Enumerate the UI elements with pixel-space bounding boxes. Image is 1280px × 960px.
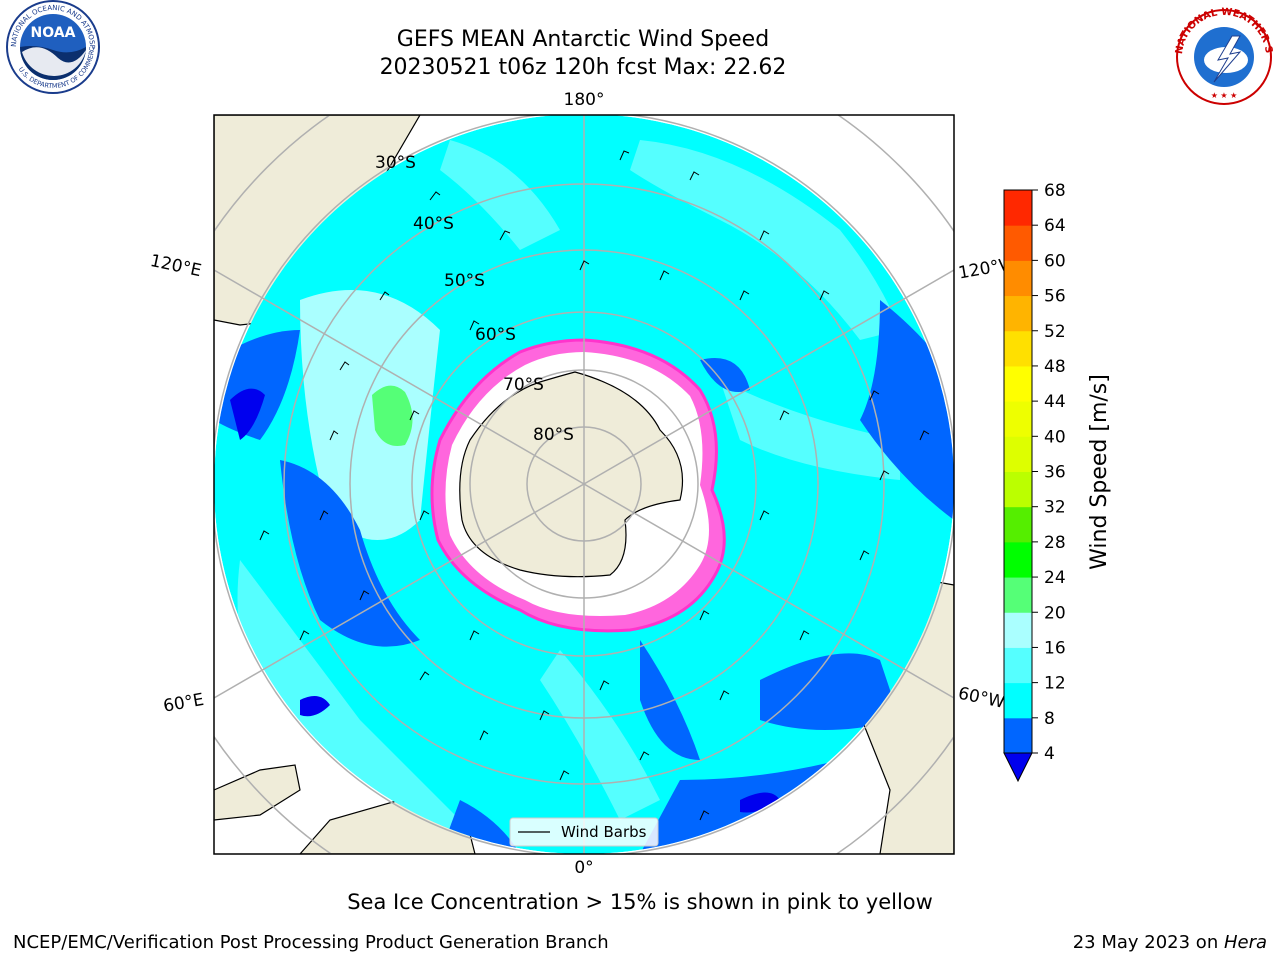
colorbar-tick-label: 52 bbox=[1044, 322, 1066, 342]
colorbar-segment bbox=[1004, 401, 1032, 437]
colorbar-tick-label: 64 bbox=[1044, 216, 1066, 236]
lon-label-120e: 120°E bbox=[148, 251, 203, 281]
wind-barbs-legend: Wind Barbs bbox=[509, 817, 659, 847]
colorbar-segment bbox=[1004, 330, 1032, 367]
lon-label-60e: 60°E bbox=[162, 690, 206, 717]
colorbar-tick-label: 68 bbox=[1044, 181, 1066, 201]
footer-host: Hera bbox=[1223, 932, 1267, 953]
colorbar-segment bbox=[1004, 717, 1032, 754]
colorbar-segment bbox=[1004, 225, 1032, 261]
graticule bbox=[214, 115, 954, 854]
legend-label: Wind Barbs bbox=[561, 823, 647, 841]
svg-text:★ ★ ★: ★ ★ ★ bbox=[1211, 91, 1238, 100]
colorbar-segment bbox=[1004, 436, 1032, 472]
colorbar-tick-label: 56 bbox=[1044, 287, 1066, 307]
title-line-2: 20230521 t06z 120h fcst Max: 22.62 bbox=[379, 55, 787, 80]
colorbar-segment bbox=[1004, 506, 1032, 543]
colorbar-tick-label: 8 bbox=[1044, 709, 1055, 729]
colorbar-segment bbox=[1004, 541, 1032, 578]
colorbar-segment bbox=[1004, 365, 1032, 402]
colorbar-tick-label: 36 bbox=[1044, 463, 1066, 483]
colorbar-tick-label: 32 bbox=[1044, 498, 1066, 518]
colorbar-tick-label: 40 bbox=[1044, 427, 1066, 447]
colorbar-extend bbox=[1003, 752, 1033, 783]
colorbar-tick-label: 28 bbox=[1044, 533, 1066, 553]
lat-labels: 30°S 40°S 50°S 60°S 70°S 80°S bbox=[375, 153, 574, 445]
colorbar-tick-label: 12 bbox=[1044, 674, 1066, 694]
svg-text:NATIONAL WEATHER SERVICE: NATIONAL WEATHER SERVICE bbox=[0, 0, 1274, 55]
map-frame bbox=[213, 114, 955, 855]
sea-ice-note: Sea Ice Concentration > 15% is shown in … bbox=[347, 890, 933, 914]
colorbar-segment bbox=[1004, 682, 1032, 719]
lat-label-80: 80°S bbox=[533, 425, 574, 445]
colorbar-label: Wind Speed [m/s] bbox=[1087, 374, 1112, 570]
colorbar-tick-label: 44 bbox=[1044, 392, 1066, 412]
lon-label-180: 180° bbox=[564, 90, 605, 110]
colorbar-segment bbox=[1004, 295, 1032, 332]
antarctica bbox=[430, 338, 726, 633]
noaa-logo-text: NOAA bbox=[31, 25, 76, 41]
lon-label-0: 0° bbox=[574, 858, 593, 878]
colorbar-tick-label: 48 bbox=[1044, 357, 1066, 377]
wind-barbs bbox=[259, 150, 930, 821]
colorbar-segment bbox=[1004, 260, 1032, 297]
colorbar-segment bbox=[1004, 190, 1032, 226]
lat-label-40: 40°S bbox=[413, 214, 454, 234]
colorbar-segment bbox=[1004, 577, 1032, 613]
noaa-logo: NATIONAL OCEANIC AND ATMOSPHERIC ADMINIS… bbox=[0, 0, 100, 94]
nws-logo: NATIONAL WEATHER SERVICE ★ ★ ★ bbox=[0, 0, 1274, 105]
colorbar-segment bbox=[1004, 471, 1032, 508]
map-area: Wind Barbs bbox=[214, 115, 954, 854]
colorbar-segment bbox=[1004, 612, 1032, 648]
colorbar-tick-label: 24 bbox=[1044, 568, 1066, 588]
lat-label-60: 60°S bbox=[475, 325, 516, 345]
colorbar-tick-label: 20 bbox=[1044, 603, 1066, 623]
wind-field bbox=[214, 115, 954, 854]
lat-label-50: 50°S bbox=[444, 271, 485, 291]
colorbar-segment bbox=[1004, 647, 1032, 684]
footer-right: 23 May 2023 on Hera bbox=[1073, 932, 1267, 953]
lat-label-70: 70°S bbox=[503, 375, 544, 395]
colorbar-tick-label: 16 bbox=[1044, 638, 1066, 658]
lat-label-30: 30°S bbox=[375, 153, 416, 173]
lon-label-60w: 60°W bbox=[956, 684, 1006, 713]
colorbar-tick-label: 4 bbox=[1044, 744, 1055, 764]
colorbar-tick-label: 60 bbox=[1044, 251, 1066, 271]
title-line-1: GEFS MEAN Antarctic Wind Speed bbox=[396, 27, 770, 52]
footer-left: NCEP/EMC/Verification Post Processing Pr… bbox=[13, 932, 609, 953]
footer-date: 23 May 2023 on bbox=[1072, 932, 1224, 953]
